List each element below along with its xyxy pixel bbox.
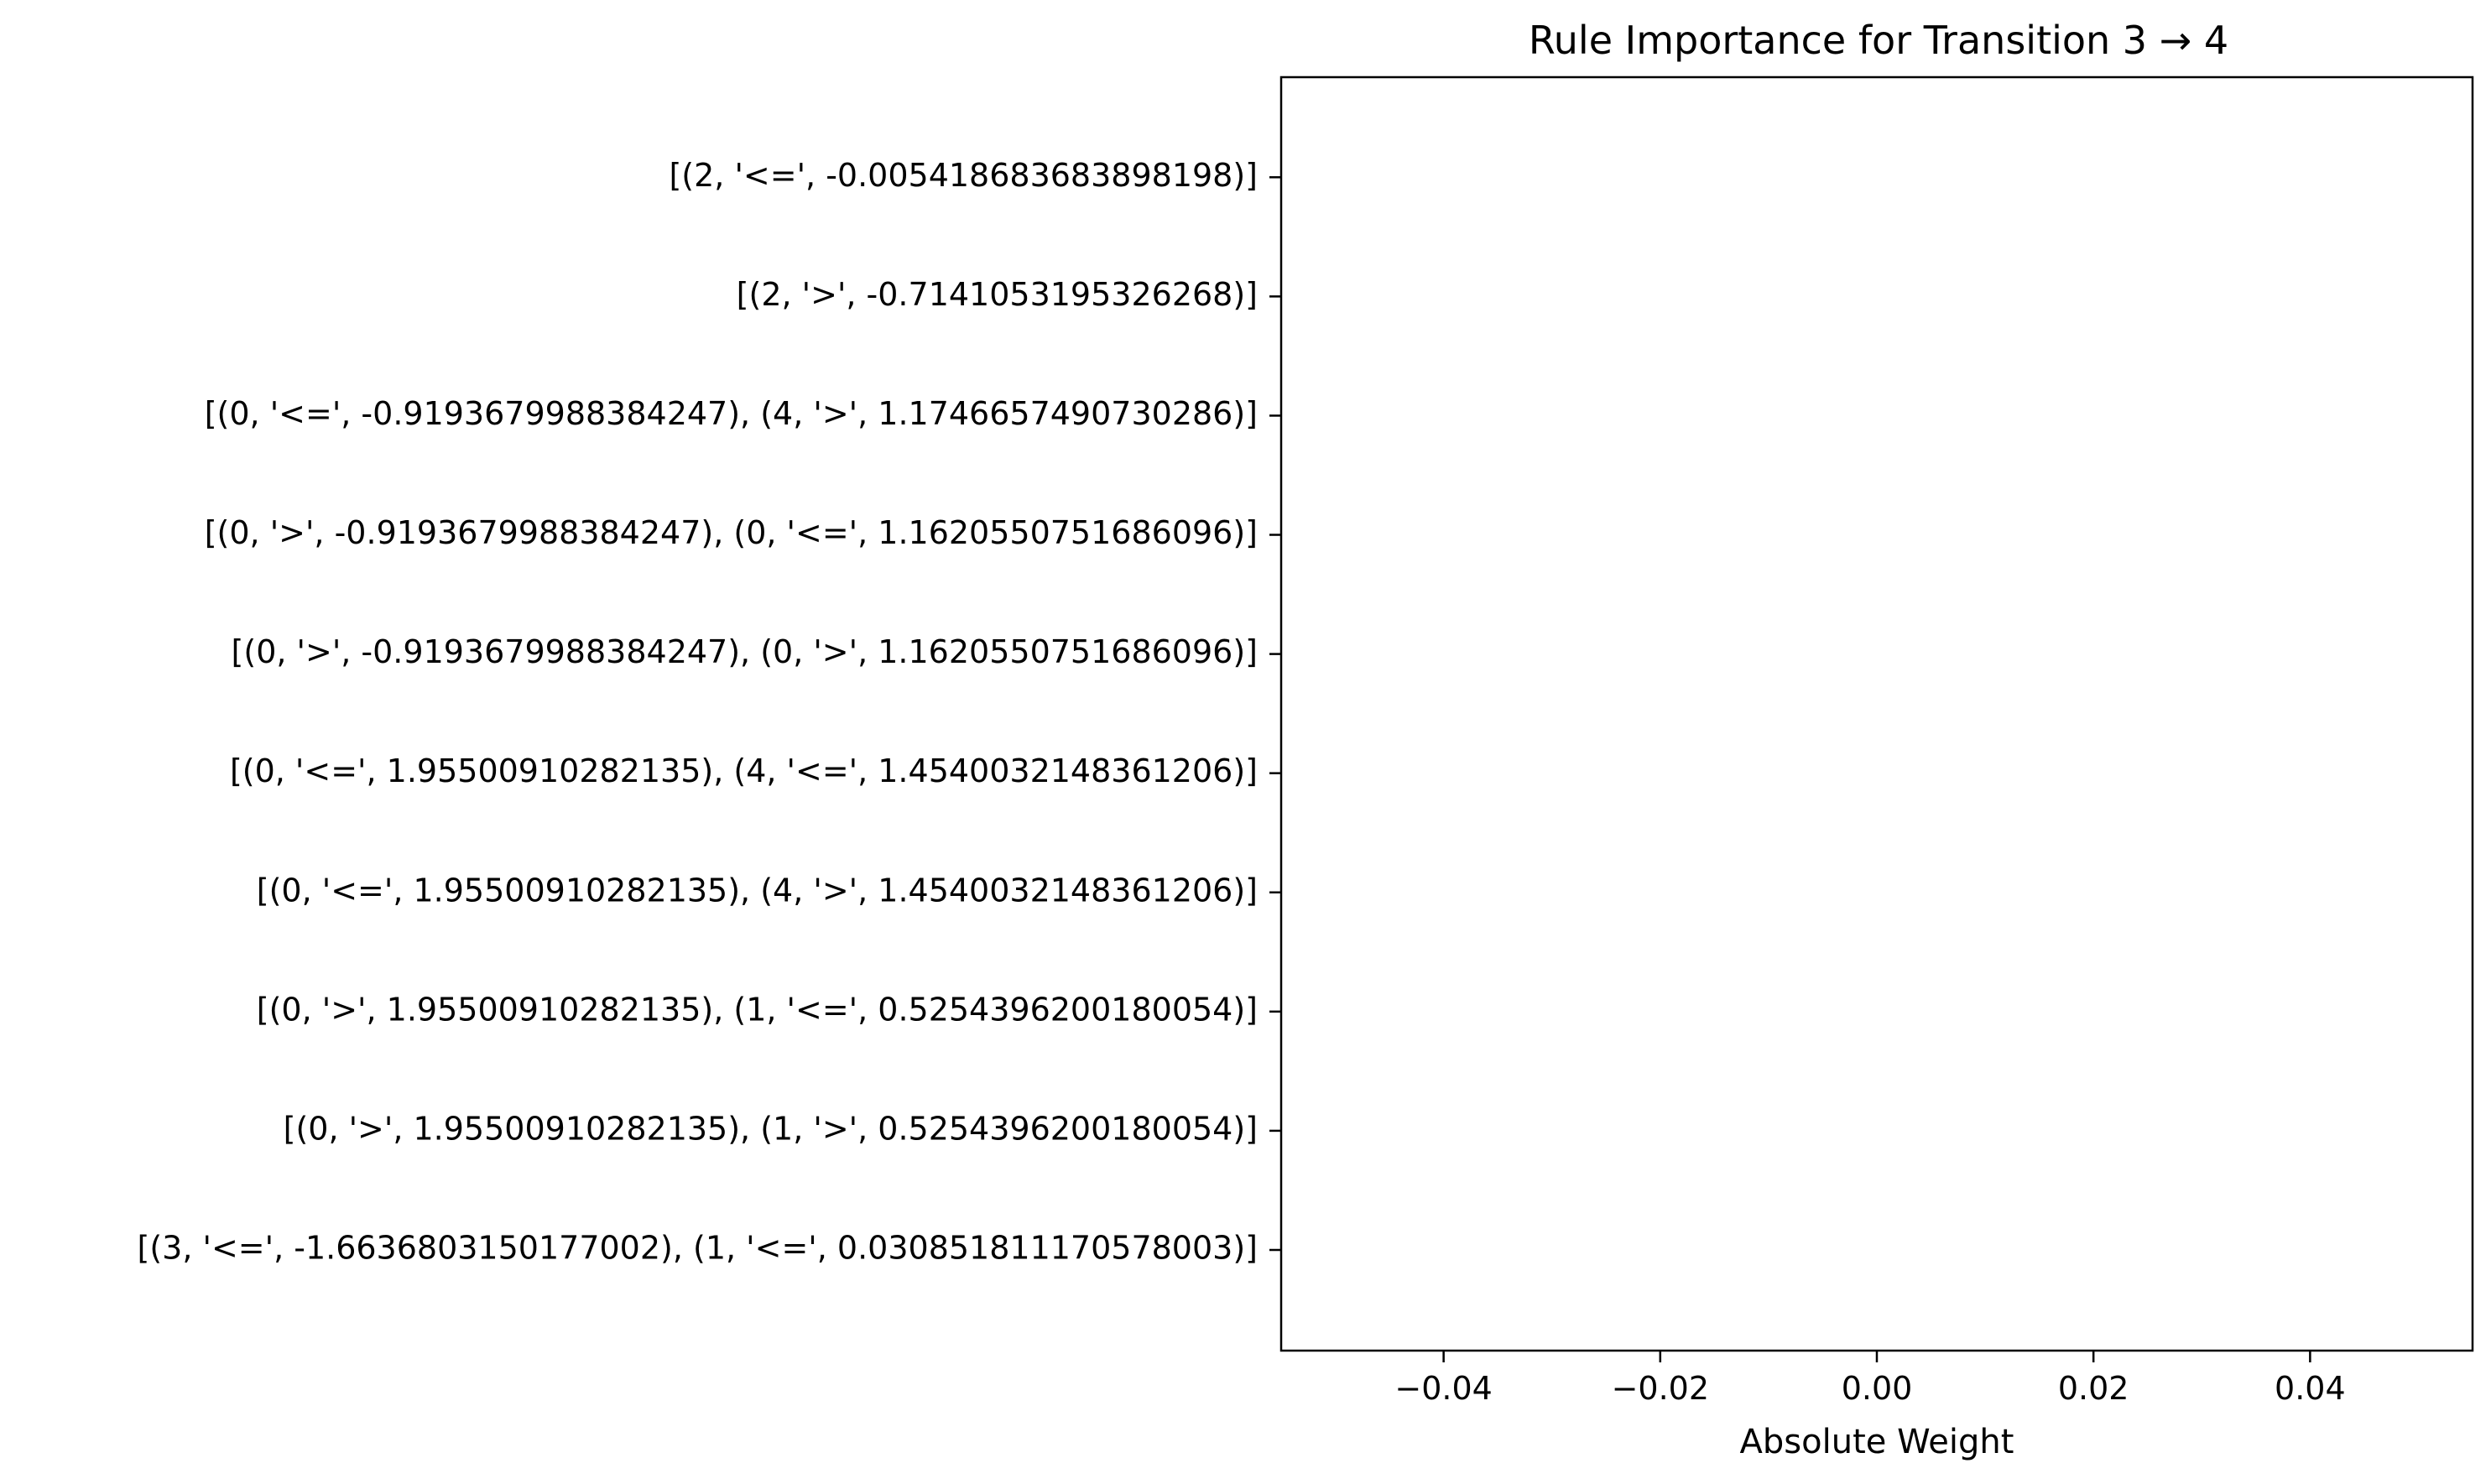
plot-frame [1279, 76, 2474, 1352]
y-tick-label: [(0, '>', -0.9193679988384247), (0, '>',… [232, 633, 1258, 670]
y-tick-label: [(0, '<=', 1.95500910282135), (4, '>', 1… [257, 872, 1258, 909]
y-tick-label: [(0, '<=', -0.9193679988384247), (4, '>'… [205, 395, 1258, 432]
x-tick-label: 0.02 [2058, 1370, 2129, 1407]
y-tick-label: [(0, '>', 1.95500910282135), (1, '>', 0.… [284, 1110, 1258, 1147]
x-tick-label: −0.02 [1612, 1370, 1709, 1407]
x-axis-label: Absolute Weight [1740, 1423, 2014, 1461]
chart-title: Rule Importance for Transition 3 → 4 [1529, 18, 2228, 63]
y-tick-label: [(3, '<=', -1.6636803150177002), (1, '<=… [138, 1230, 1258, 1267]
y-axis: [(2, '<=', -0.005418683683898198)] [(2, '… [138, 157, 1281, 1267]
x-tick-label: 0.00 [1842, 1370, 1913, 1407]
x-axis: −0.04 −0.02 0.00 0.02 0.04 [1394, 1351, 2346, 1407]
x-tick-label: 0.04 [2275, 1370, 2346, 1407]
y-tick-label: [(0, '<=', 1.95500910282135), (4, '<=', … [230, 752, 1258, 789]
plot-area [1279, 76, 2474, 1352]
y-tick-label: [(0, '>', 1.95500910282135), (1, '<=', 0… [257, 991, 1258, 1028]
y-tick-label: [(2, '<=', -0.005418683683898198)] [669, 157, 1258, 194]
y-tick-label: [(0, '>', -0.9193679988384247), (0, '<='… [205, 514, 1258, 551]
y-tick-label: [(2, '>', -0.7141053195326268)] [737, 276, 1258, 313]
x-tick-label: −0.04 [1394, 1370, 1492, 1407]
